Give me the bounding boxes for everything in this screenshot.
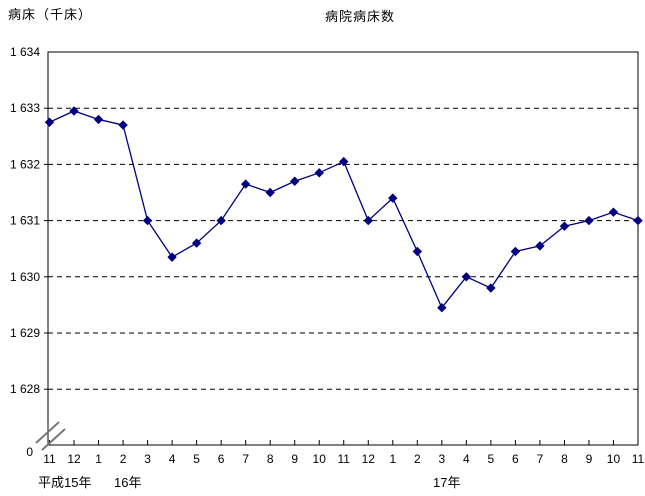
data-point (510, 246, 521, 257)
data-point (363, 215, 373, 226)
x-tick-label: 9 (586, 452, 593, 466)
x-tick-label: 3 (144, 452, 151, 466)
data-point (559, 221, 570, 231)
x-tick-label: 5 (193, 452, 200, 466)
x-tick-label: 8 (267, 452, 274, 466)
origin-label: 0 (26, 445, 33, 459)
data-point (388, 193, 398, 203)
y-tick-label: 1 633 (10, 101, 40, 115)
data-point (191, 238, 202, 248)
x-tick-label: 11 (43, 452, 56, 466)
data-point (339, 156, 349, 167)
y-tick-label: 1 632 (10, 157, 40, 171)
axis-break-mark (41, 428, 66, 451)
x-tick-label: 1 (95, 452, 102, 466)
x-tick-label: 10 (607, 452, 621, 466)
x-tick-label: 9 (291, 452, 298, 466)
data-point (265, 187, 275, 198)
data-point (69, 106, 79, 116)
y-tick-label: 1 629 (10, 326, 40, 340)
x-tick-label: 4 (463, 452, 470, 466)
x-tick-label: 12 (362, 452, 376, 466)
data-point (167, 252, 177, 262)
x-tick-label: 5 (488, 452, 495, 466)
x-tick-label: 11 (632, 452, 645, 466)
x-tick-label: 8 (561, 452, 568, 466)
x-tick-label: 2 (120, 452, 127, 466)
axis-break-mark (35, 421, 60, 444)
x-tick-label: 12 (67, 452, 81, 466)
data-point (142, 215, 153, 226)
data-point (216, 215, 226, 226)
x-tick-label: 7 (537, 452, 544, 466)
x-tick-label: 4 (169, 452, 176, 466)
data-point (633, 215, 643, 226)
plot-border (47, 51, 639, 446)
x-tick-label: 10 (313, 452, 327, 466)
x-tick-label: 7 (242, 452, 249, 466)
y-tick-label: 1 630 (10, 270, 40, 284)
data-point (461, 272, 472, 282)
x-tick-label: 2 (414, 452, 421, 466)
data-point (314, 168, 324, 178)
data-line (49, 110, 639, 309)
x-tick-label: 3 (438, 452, 445, 466)
x-tick-label: 6 (512, 452, 519, 466)
data-point (44, 117, 55, 127)
y-axis-title: 病床（千床） (8, 7, 93, 22)
data-point (93, 114, 104, 125)
data-point (240, 179, 251, 189)
year-label: 16年 (114, 475, 141, 490)
x-tick-label: 6 (218, 452, 225, 466)
x-tick-label: 11 (338, 452, 351, 466)
chart-title: 病院病床数 (325, 9, 396, 24)
y-tick-label: 1 628 (10, 382, 40, 396)
data-point (412, 246, 423, 257)
year-label: 平成15年 (38, 475, 91, 490)
data-point (608, 207, 619, 217)
data-point (118, 120, 128, 130)
data-point (535, 241, 545, 251)
data-point (437, 303, 447, 313)
data-point (290, 176, 300, 186)
data-point (486, 283, 496, 293)
year-label: 17年 (433, 475, 460, 490)
y-tick-label: 1 634 (10, 45, 40, 59)
x-tick-label: 1 (389, 452, 396, 466)
data-point (584, 215, 594, 226)
y-tick-label: 1 631 (10, 214, 40, 228)
